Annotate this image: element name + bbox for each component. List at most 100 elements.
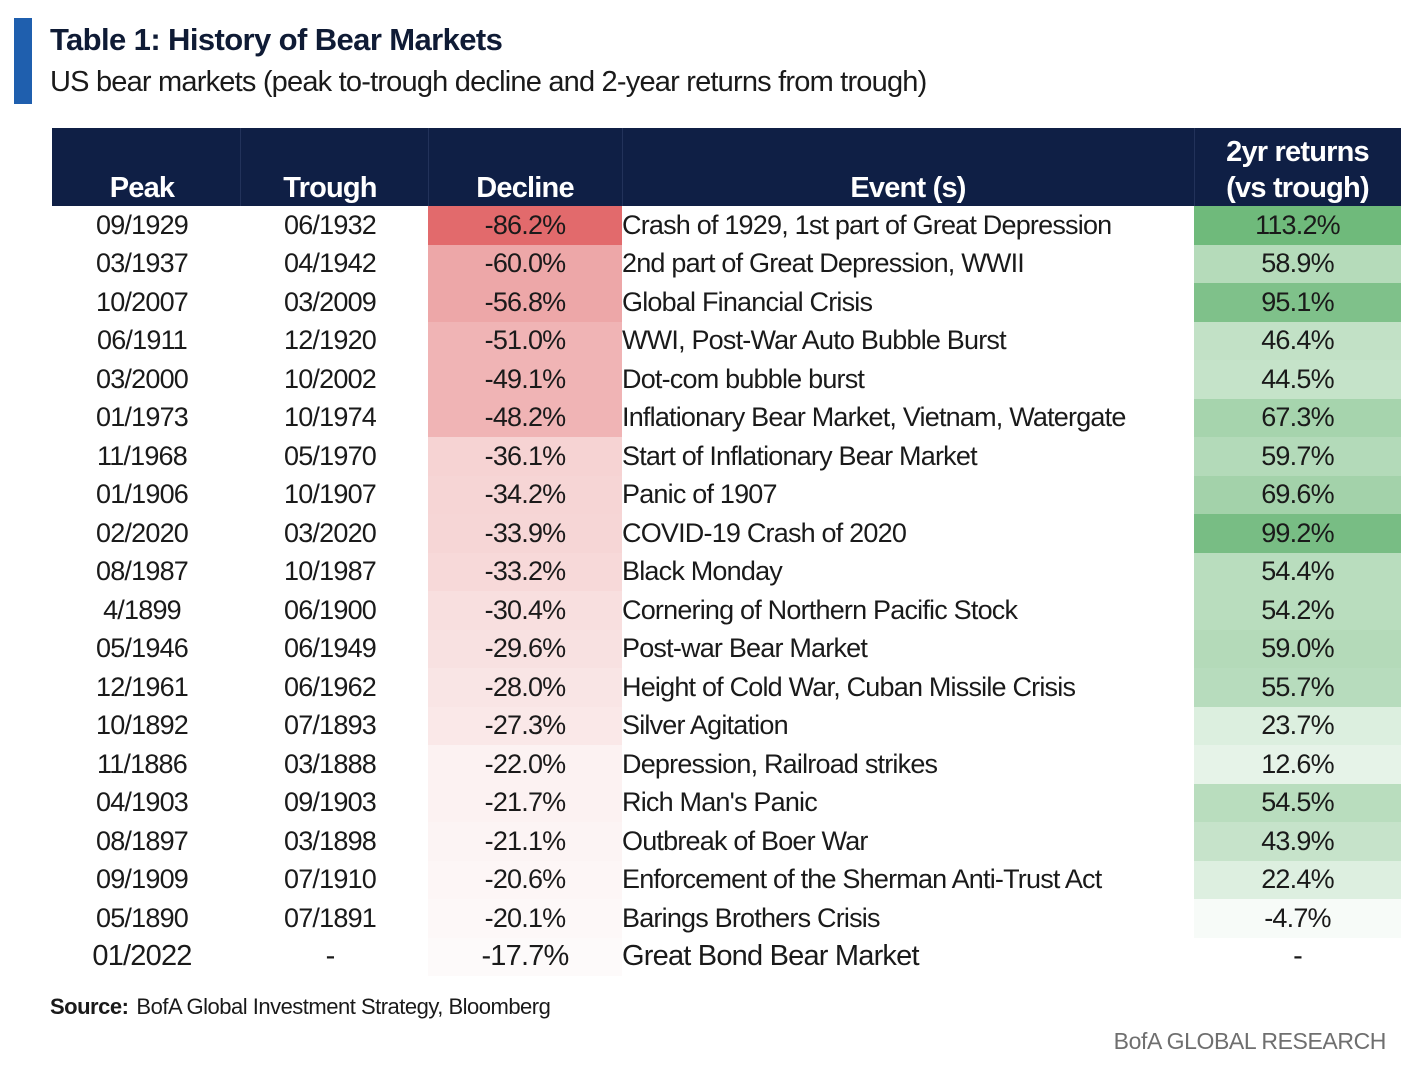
cell-event: Global Financial Crisis bbox=[622, 286, 873, 317]
table-title: Table 1: History of Bear Markets bbox=[50, 22, 503, 57]
cell-decline: -51.0% bbox=[428, 321, 622, 360]
cell-returns: 95.1% bbox=[1194, 283, 1401, 322]
cell-trough: 05/1970 bbox=[284, 440, 377, 471]
cell-event: Cornering of Northern Pacific Stock bbox=[622, 594, 1018, 625]
column-header-event: Event (s) bbox=[850, 172, 966, 204]
cell-peak: 02/2020 bbox=[96, 517, 189, 548]
cell-decline: -27.3% bbox=[428, 706, 622, 745]
cell-event: Rich Man's Panic bbox=[622, 787, 818, 818]
cell-event: Depression, Railroad strikes bbox=[622, 748, 938, 779]
cell-returns: 54.5% bbox=[1194, 783, 1401, 822]
cell-returns: 113.2% bbox=[1194, 206, 1401, 245]
cell-returns: 59.7% bbox=[1194, 437, 1401, 476]
cell-decline: -86.2% bbox=[428, 206, 622, 245]
cell-peak: 01/1906 bbox=[96, 479, 189, 510]
bear-markets-table: Peak Trough Decline Event (s) 2yr return… bbox=[52, 128, 1401, 976]
table-row: 09/1909 07/1910 -20.6% Enforcement of the S… bbox=[52, 860, 1401, 899]
cell-trough: 10/1987 bbox=[284, 556, 377, 587]
cell-trough: 09/1903 bbox=[284, 787, 377, 818]
cell-trough: 03/2009 bbox=[284, 286, 377, 317]
cell-peak: 09/1909 bbox=[96, 864, 189, 895]
column-header-peak: Peak bbox=[109, 172, 175, 204]
cell-event: Great Bond Bear Market bbox=[622, 940, 920, 973]
table-row: 01/1906 10/1907 -34.2% Panic of 1907 69.6% bbox=[52, 475, 1401, 514]
cell-peak: 03/1937 bbox=[96, 248, 189, 279]
cell-returns: 12.6% bbox=[1194, 745, 1401, 784]
cell-peak: 05/1946 bbox=[96, 633, 189, 664]
table-row: 08/1897 03/1898 -21.1% Outbreak of Boer War… bbox=[52, 822, 1401, 861]
cell-decline: -33.2% bbox=[428, 552, 622, 591]
cell-peak: 11/1968 bbox=[97, 440, 188, 471]
cell-decline: -22.0% bbox=[428, 745, 622, 784]
header-divider bbox=[622, 128, 623, 206]
cell-returns: 58.9% bbox=[1194, 244, 1401, 283]
cell-returns: 22.4% bbox=[1194, 860, 1401, 899]
cell-trough: - bbox=[325, 940, 336, 973]
cell-peak: 06/1911 bbox=[97, 325, 188, 356]
cell-peak: 09/1929 bbox=[96, 209, 189, 240]
cell-trough: 04/1942 bbox=[284, 248, 377, 279]
table-row: 01/2022 - -17.7% Great Bond Bear Market - bbox=[52, 937, 1401, 976]
source-label: Source: bbox=[50, 994, 129, 1019]
brand-footer: BofA GLOBAL RESEARCH bbox=[1113, 1028, 1387, 1054]
table-row: 10/2007 03/2009 -56.8% Global Financial Cri… bbox=[52, 283, 1401, 322]
table-row: 10/1892 07/1893 -27.3% Silver Agitation 23.7… bbox=[52, 706, 1401, 745]
cell-trough: 03/2020 bbox=[284, 517, 377, 548]
cell-trough: 06/1962 bbox=[284, 671, 377, 702]
table-row: 02/2020 03/2020 -33.9% COVID-19 Crash of 20… bbox=[52, 514, 1401, 553]
cell-event: Black Monday bbox=[622, 556, 783, 587]
title-accent-bar bbox=[14, 18, 32, 104]
cell-trough: 07/1891 bbox=[284, 902, 377, 933]
cell-decline: -48.2% bbox=[428, 398, 622, 437]
cell-trough: 06/1932 bbox=[284, 209, 377, 240]
cell-trough: 07/1893 bbox=[284, 710, 377, 741]
cell-peak: 08/1897 bbox=[96, 825, 189, 856]
cell-returns: -4.7% bbox=[1194, 899, 1401, 938]
table-row: 11/1968 05/1970 -36.1% Start of Inflationar… bbox=[52, 437, 1401, 476]
cell-event: Crash of 1929, 1st part of Great Depress… bbox=[622, 209, 1112, 240]
cell-returns: 43.9% bbox=[1194, 822, 1401, 861]
cell-event: Silver Agitation bbox=[622, 710, 789, 741]
cell-peak: 4/1899 bbox=[103, 594, 182, 625]
cell-peak: 01/2022 bbox=[92, 940, 192, 973]
table-row: 05/1946 06/1949 -29.6% Post-war Bear Market… bbox=[52, 629, 1401, 668]
cell-peak: 10/2007 bbox=[96, 286, 189, 317]
table-row: 04/1903 09/1903 -21.7% Rich Man's Panic 54.5… bbox=[52, 783, 1401, 822]
header-divider bbox=[240, 128, 241, 206]
cell-decline: -36.1% bbox=[428, 437, 622, 476]
cell-trough: 03/1898 bbox=[284, 825, 377, 856]
table-header-row: Peak Trough Decline Event (s) 2yr return… bbox=[52, 128, 1401, 206]
table-row: 01/1973 10/1974 -48.2% Inflationary Bear Ma… bbox=[52, 398, 1401, 437]
cell-event: WWI, Post-War Auto Bubble Burst bbox=[622, 325, 1007, 356]
cell-returns: 46.4% bbox=[1194, 321, 1401, 360]
column-header-decline: Decline bbox=[476, 172, 574, 204]
table-row: 12/1961 06/1962 -28.0% Height of Cold War, … bbox=[52, 668, 1401, 707]
cell-returns: 59.0% bbox=[1194, 629, 1401, 668]
cell-returns: 69.6% bbox=[1194, 475, 1401, 514]
table-row: 03/2000 10/2002 -49.1% Dot-com bubble burst… bbox=[52, 360, 1401, 399]
cell-decline: -60.0% bbox=[428, 244, 622, 283]
header-divider bbox=[428, 128, 429, 206]
table-body: 09/1929 06/1932 -86.2% Crash of 1929, 1st p… bbox=[52, 206, 1401, 976]
cell-decline: -21.1% bbox=[428, 822, 622, 861]
cell-trough: 10/2002 bbox=[284, 363, 377, 394]
table-subtitle: US bear markets (peak to-trough decline … bbox=[50, 66, 927, 98]
cell-event: Start of Inflationary Bear Market bbox=[622, 440, 978, 471]
cell-peak: 08/1987 bbox=[96, 556, 189, 587]
cell-event: Panic of 1907 bbox=[622, 479, 778, 510]
cell-trough: 03/1888 bbox=[284, 748, 377, 779]
cell-peak: 01/1973 bbox=[96, 402, 189, 433]
cell-returns: 54.4% bbox=[1194, 552, 1401, 591]
cell-event: Enforcement of the Sherman Anti-Trust Ac… bbox=[622, 864, 1102, 895]
cell-peak: 10/1892 bbox=[96, 710, 189, 741]
cell-event: Outbreak of Boer War bbox=[622, 825, 868, 856]
header-divider bbox=[1194, 128, 1195, 206]
cell-returns: 99.2% bbox=[1194, 514, 1401, 553]
returns-header-line1: 2yr returns bbox=[1226, 136, 1370, 168]
cell-decline: -49.1% bbox=[428, 360, 622, 399]
cell-trough: 06/1900 bbox=[284, 594, 377, 625]
cell-peak: 12/1961 bbox=[96, 671, 189, 702]
cell-returns: 54.2% bbox=[1194, 591, 1401, 630]
cell-peak: 11/1886 bbox=[97, 748, 188, 779]
cell-event: Height of Cold War, Cuban Missile Crisis bbox=[622, 671, 1076, 702]
